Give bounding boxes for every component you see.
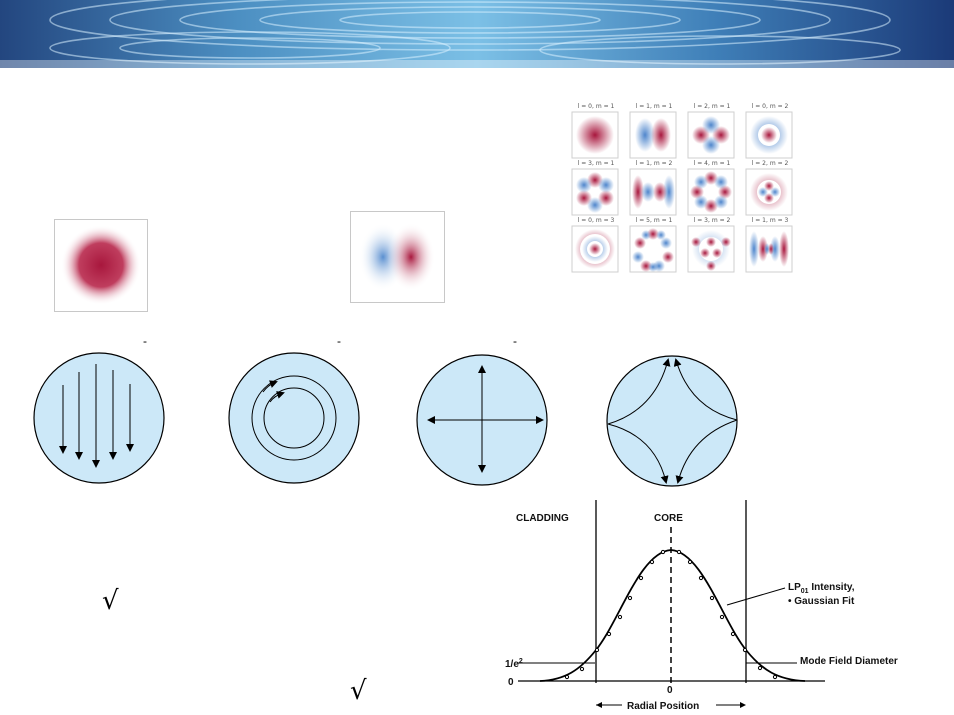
gaussian-fit-label: • Gaussian Fit (788, 596, 855, 607)
mode-field-profile: CLADDING CORE LP01 Intensity, • Gaussian… (505, 500, 898, 712)
radical-symbol: √ (350, 676, 367, 706)
y-tick-1e2: 1/e2 (505, 658, 523, 670)
mode-caption: l = 2, m = 1 (693, 103, 731, 110)
mode-caption: l = 3, m = 2 (693, 217, 731, 224)
core-label: CORE (654, 513, 683, 524)
mark: - (143, 334, 147, 348)
mark: - (337, 334, 341, 348)
mode-caption: l = 4, m = 1 (693, 160, 731, 167)
x-tick-zero: 0 (667, 685, 673, 696)
lp11-mode-image (350, 211, 445, 303)
mode-caption: l = 1, m = 1 (635, 103, 673, 110)
mode-caption: l = 0, m = 2 (751, 103, 789, 110)
mark: - (513, 334, 517, 348)
mode-caption: l = 2, m = 2 (751, 160, 789, 167)
mode-caption: l = 3, m = 1 (577, 160, 615, 167)
radial-field-icon (416, 354, 548, 486)
lp01-mode-image (54, 219, 148, 312)
mfd-label: Mode Field Diameter (800, 656, 898, 667)
mode-patterns-svg (571, 111, 793, 273)
mode-caption: l = 0, m = 1 (577, 103, 615, 110)
field-diagrams (33, 352, 738, 487)
circular-field-icon (228, 352, 360, 484)
parallel-field-icon (33, 352, 165, 484)
x-axis-label: Radial Position (627, 701, 699, 712)
intensity-curve (539, 549, 806, 682)
mode-caption: l = 0, m = 3 (577, 217, 615, 224)
y-tick-zero: 0 (508, 677, 514, 688)
mode-caption: l = 1, m = 3 (751, 217, 789, 224)
mode-caption: l = 1, m = 2 (635, 160, 673, 167)
hyperbolic-field-icon (606, 355, 738, 487)
radical-symbol: √ (102, 586, 119, 616)
mode-caption: l = 5, m = 1 (635, 217, 673, 224)
header-banner (0, 0, 954, 68)
cladding-label: CLADDING (516, 513, 569, 524)
intensity-label: LP01 Intensity, (788, 582, 855, 595)
